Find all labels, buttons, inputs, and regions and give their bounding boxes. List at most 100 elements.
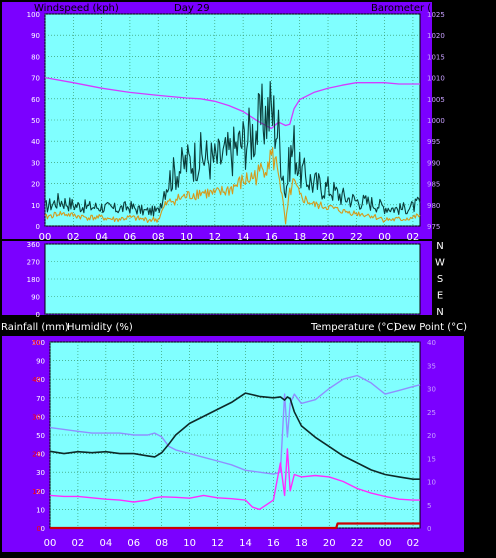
y-left-tick-label: 90 [36, 358, 45, 366]
y-rain-tick-label: 0 [37, 525, 41, 533]
y-right-tick-label: 1025 [427, 11, 445, 19]
y-left-tick-label: 70 [31, 75, 40, 83]
y-left-tick-label: 60 [31, 96, 40, 104]
y-right-tick-label: 30 [427, 386, 436, 394]
y-left-tick-label: 40 [36, 451, 45, 459]
rainfall-axis-title: Rainfall (mm) [1, 322, 69, 333]
y-left-tick-label: 360 [27, 241, 40, 249]
y-left-tick-label: 80 [36, 376, 45, 384]
compass-label-e: E [437, 291, 443, 302]
y-right-tick-label: 0 [427, 525, 431, 533]
x-tick-label: 00 [379, 538, 392, 549]
y-rain-tick-label: 20 [32, 451, 41, 459]
windspeed-axis-title: Windspeed (kph) [34, 3, 119, 14]
x-tick-label: 02 [407, 538, 420, 549]
y-left-tick-label: 100 [27, 11, 40, 19]
y-left-tick-label: 20 [36, 488, 45, 496]
x-tick-label: 08 [155, 538, 168, 549]
x-tick-label: 00 [378, 232, 391, 243]
wind-speed-line [44, 147, 421, 225]
y-left-tick-label: 40 [31, 138, 40, 146]
x-tick-label: 00 [39, 232, 52, 243]
x-tick-label: 06 [124, 232, 137, 243]
x-tick-label: 02 [72, 538, 85, 549]
y-right-tick-label: 995 [427, 138, 440, 146]
y-right-tick-label: 1020 [427, 32, 445, 40]
y-left-tick-label: 270 [27, 259, 40, 267]
y-rain-tick-label: 30 [32, 413, 41, 421]
y-left-tick-label: 90 [31, 294, 40, 302]
y-left-tick-label: 50 [36, 432, 45, 440]
y-right-tick-label: 1005 [427, 96, 445, 104]
top-plot-area: 00 02 04 06 08 10 12 14 16 18 20 22 00 02010203040506… [27, 11, 445, 243]
wind-direction-plot: 0 90 180 270 360 [27, 241, 421, 319]
y-left-tick-label: 60 [36, 413, 45, 421]
y-left-tick-label: 0 [36, 311, 40, 319]
y-left-tick-label: 180 [27, 276, 40, 284]
x-tick-label: 16 [267, 538, 280, 549]
y-left-tick-label: 0 [36, 223, 40, 231]
y-right-tick-label: 1015 [427, 53, 445, 61]
x-tick-label: 10 [180, 232, 193, 243]
x-tick-label: 02 [407, 232, 420, 243]
y-right-tick-label: 990 [427, 159, 440, 167]
humidity-axis-title: Humidity (%) [67, 322, 133, 333]
y-right-tick-label: 35 [427, 362, 436, 370]
x-tick-label: 22 [350, 232, 363, 243]
y-right-tick-label: 985 [427, 181, 440, 189]
y-left-tick-label: 80 [31, 53, 40, 61]
y-left-tick-label: 20 [31, 181, 40, 189]
y-left-tick-label: 90 [31, 32, 40, 40]
x-tick-label: 22 [351, 538, 364, 549]
y-right-tick-label: 1010 [427, 75, 445, 83]
y-right-tick-label: 15 [427, 455, 436, 463]
y-right-tick-label: 5 [427, 502, 431, 510]
rainfall-line [50, 522, 420, 530]
y-left-tick-label: 30 [36, 469, 45, 477]
x-tick-label: 12 [211, 538, 224, 549]
bottom-plot-area: 00 02 04 06 08 10 12 14 16 18 20 22 00 02010203040506… [32, 339, 436, 549]
dewpoint-axis-title: Dew Point (°C) [394, 322, 467, 333]
compass-label-s: S [437, 274, 443, 285]
x-tick-label: 10 [183, 538, 196, 549]
x-tick-label: 04 [95, 232, 108, 243]
x-tick-label: 20 [323, 538, 336, 549]
compass-label-n: N [436, 241, 443, 252]
compass-label-n: N [436, 307, 443, 318]
x-tick-label: 18 [293, 232, 306, 243]
x-tick-label: 08 [152, 232, 165, 243]
y-rain-tick-label: 10 [32, 488, 41, 496]
y-rain-tick-label: 50 [32, 339, 41, 347]
y-left-tick-label: 0 [41, 525, 45, 533]
y-rain-tick-label: 40 [32, 376, 41, 384]
y-left-tick-label: 70 [36, 395, 45, 403]
plot-background [49, 341, 421, 529]
x-tick-label: 14 [237, 232, 250, 243]
temperature-line [49, 392, 420, 481]
y-left-tick-label: 10 [36, 506, 45, 514]
humidity-line [49, 374, 421, 475]
y-right-tick-label: 20 [427, 432, 436, 440]
compass-label-w: W [435, 258, 445, 269]
y-right-tick-label: 25 [427, 409, 436, 417]
day-label: Day 29 [174, 3, 210, 14]
y-right-tick-label: 40 [427, 339, 436, 347]
barometer-axis-title: Barometer (hpa) [371, 3, 454, 14]
y-right-tick-label: 10 [427, 479, 436, 487]
x-tick-label: 06 [127, 538, 140, 549]
y-left-tick-label: 30 [31, 159, 40, 167]
dewpoint-line [49, 448, 420, 511]
x-tick-label: 16 [265, 232, 278, 243]
y-right-tick-label: 980 [427, 202, 440, 210]
y-right-tick-label: 1000 [427, 117, 445, 125]
x-tick-label: 02 [67, 232, 80, 243]
x-tick-label: 18 [295, 538, 308, 549]
y-left-tick-label: 10 [31, 202, 40, 210]
temperature-axis-title: Temperature (°C) [310, 322, 397, 333]
wind-gust-line [44, 80, 421, 217]
x-tick-label: 14 [239, 538, 252, 549]
x-tick-label: 20 [322, 232, 335, 243]
